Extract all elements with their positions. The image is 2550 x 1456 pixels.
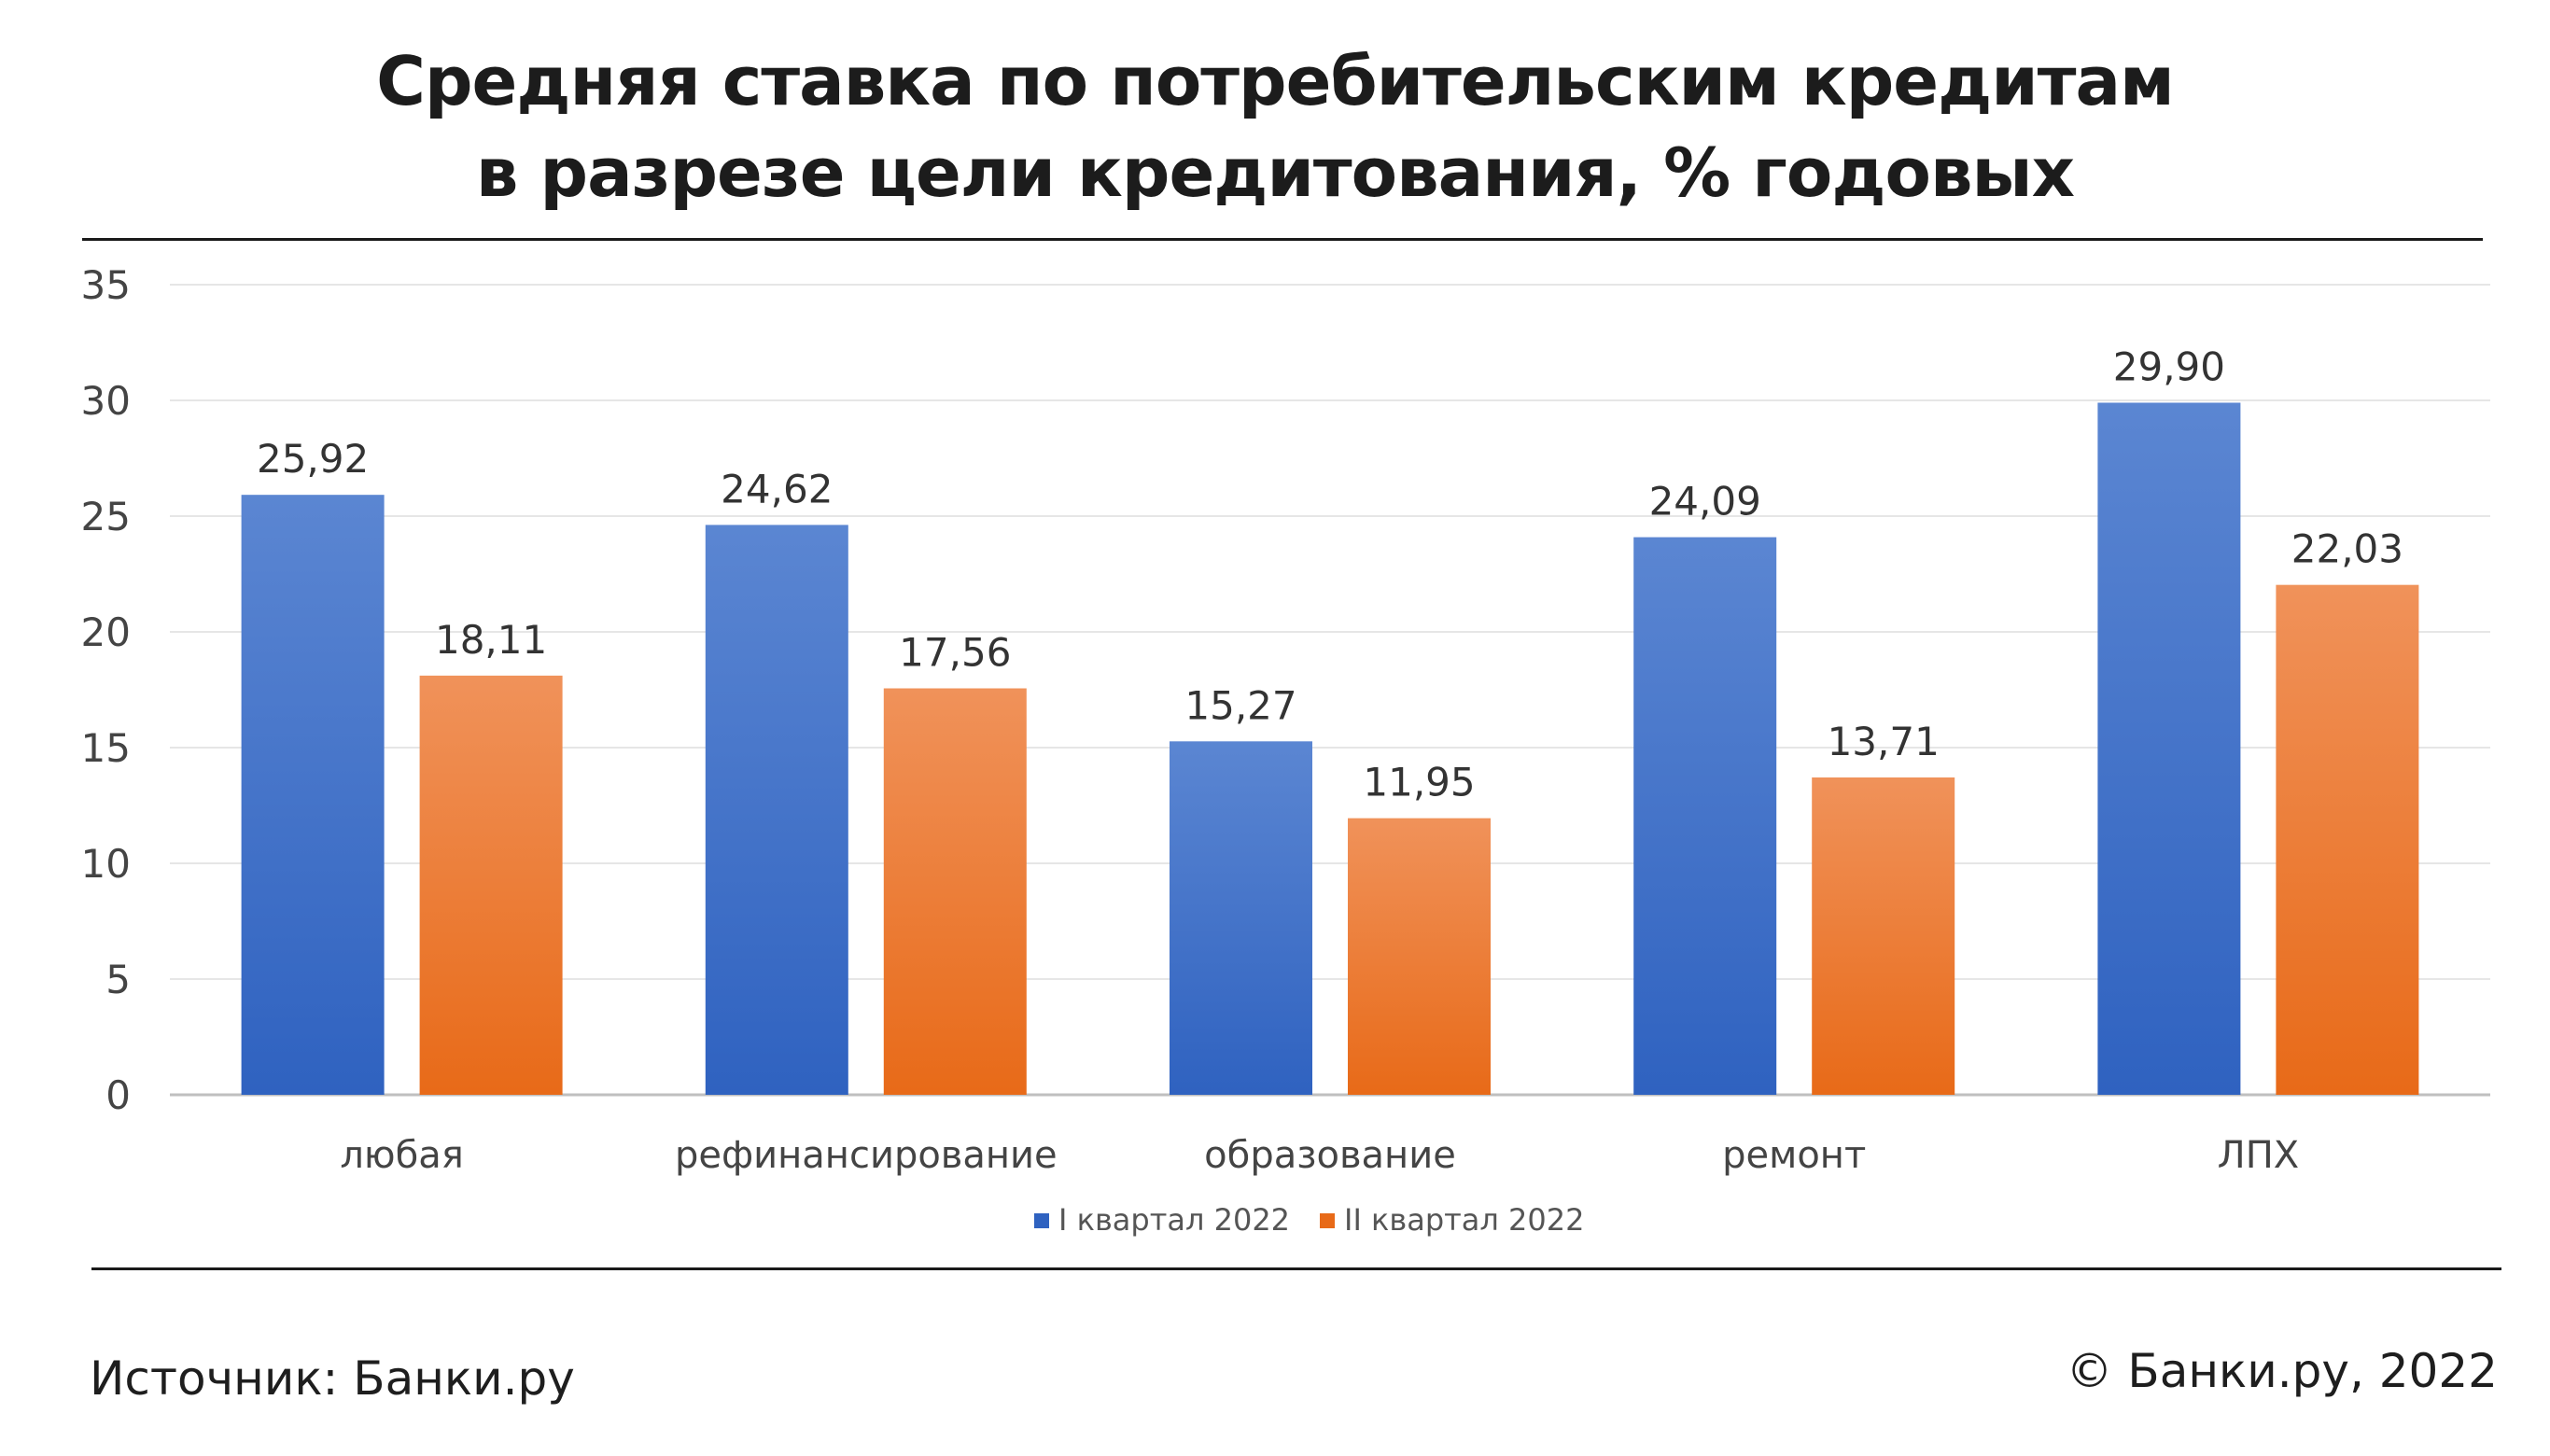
data-labels: 25,92 18,11 24,62 17,56 15,27 11,95 24,09 13,71… <box>257 343 2403 805</box>
legend: I квартал 2022 II квартал 2022 <box>1034 1202 1584 1238</box>
bar-q2 <box>883 688 1027 1095</box>
y-tick-label: 30 <box>81 378 131 424</box>
data-label: 11,95 <box>1363 760 1475 805</box>
y-tick-label: 20 <box>81 609 131 655</box>
legend-label-q1: I квартал 2022 <box>1058 1202 1290 1238</box>
chart-title-line2: в разрезе цели кредитования, % годовых <box>475 133 2075 212</box>
bar-q2 <box>1348 818 1491 1095</box>
bar-q1 <box>241 495 385 1095</box>
data-label: 25,92 <box>257 436 369 482</box>
bottom-divider <box>91 1267 2501 1270</box>
bar-q2 <box>419 675 563 1095</box>
data-label: 15,27 <box>1184 682 1296 728</box>
y-tick-label: 35 <box>81 262 131 308</box>
bar-q1 <box>1170 741 1312 1095</box>
x-tick-label: образование <box>1204 1134 1456 1177</box>
y-tick-label: 25 <box>81 494 131 539</box>
chart-title-line1: Средняя ставка по потребительским кредит… <box>376 42 2175 120</box>
y-tick-label: 15 <box>81 725 131 771</box>
x-tick-label: рефинансирование <box>675 1134 1058 1177</box>
y-axis-ticks: 0 5 10 15 20 25 30 35 <box>81 262 131 1118</box>
data-label: 13,71 <box>1828 719 1940 764</box>
data-label: 24,62 <box>721 466 833 511</box>
bar-chart: 0 5 10 15 20 25 30 35 25,92 18,11 24,62 17,56 15,27… <box>81 262 2490 1238</box>
legend-label-q2: II квартал 2022 <box>1344 1202 1584 1238</box>
chart-title: Средняя ставка по потребительским кредит… <box>0 35 2550 218</box>
bars <box>241 402 2419 1096</box>
data-label: 24,09 <box>1649 479 1761 525</box>
source-note: Источник: Банки.ру <box>90 1351 575 1406</box>
y-tick-label: 10 <box>81 841 131 887</box>
data-label: 29,90 <box>2113 343 2225 389</box>
bar-q1 <box>2097 402 2241 1096</box>
data-label: 22,03 <box>2291 526 2403 572</box>
data-label: 17,56 <box>899 630 1011 676</box>
legend-swatch-q1 <box>1034 1213 1049 1228</box>
x-tick-label: любая <box>340 1134 463 1177</box>
top-divider <box>82 238 2483 241</box>
data-label: 18,11 <box>435 617 547 663</box>
bar-q1 <box>705 525 848 1095</box>
y-tick-label: 5 <box>105 957 131 1002</box>
y-tick-label: 0 <box>105 1072 131 1118</box>
copyright-note: © Банки.ру, 2022 <box>2066 1344 2498 1398</box>
legend-swatch-q2 <box>1320 1213 1335 1228</box>
bar-q1 <box>1633 537 1777 1095</box>
bar-q2 <box>2276 584 2419 1095</box>
x-tick-label: ремонт <box>1722 1134 1866 1177</box>
bar-q2 <box>1812 777 1955 1095</box>
x-axis-labels: любая рефинансирование образование ремонт ЛП… <box>340 1134 2299 1177</box>
x-tick-label: ЛПХ <box>2218 1134 2300 1177</box>
